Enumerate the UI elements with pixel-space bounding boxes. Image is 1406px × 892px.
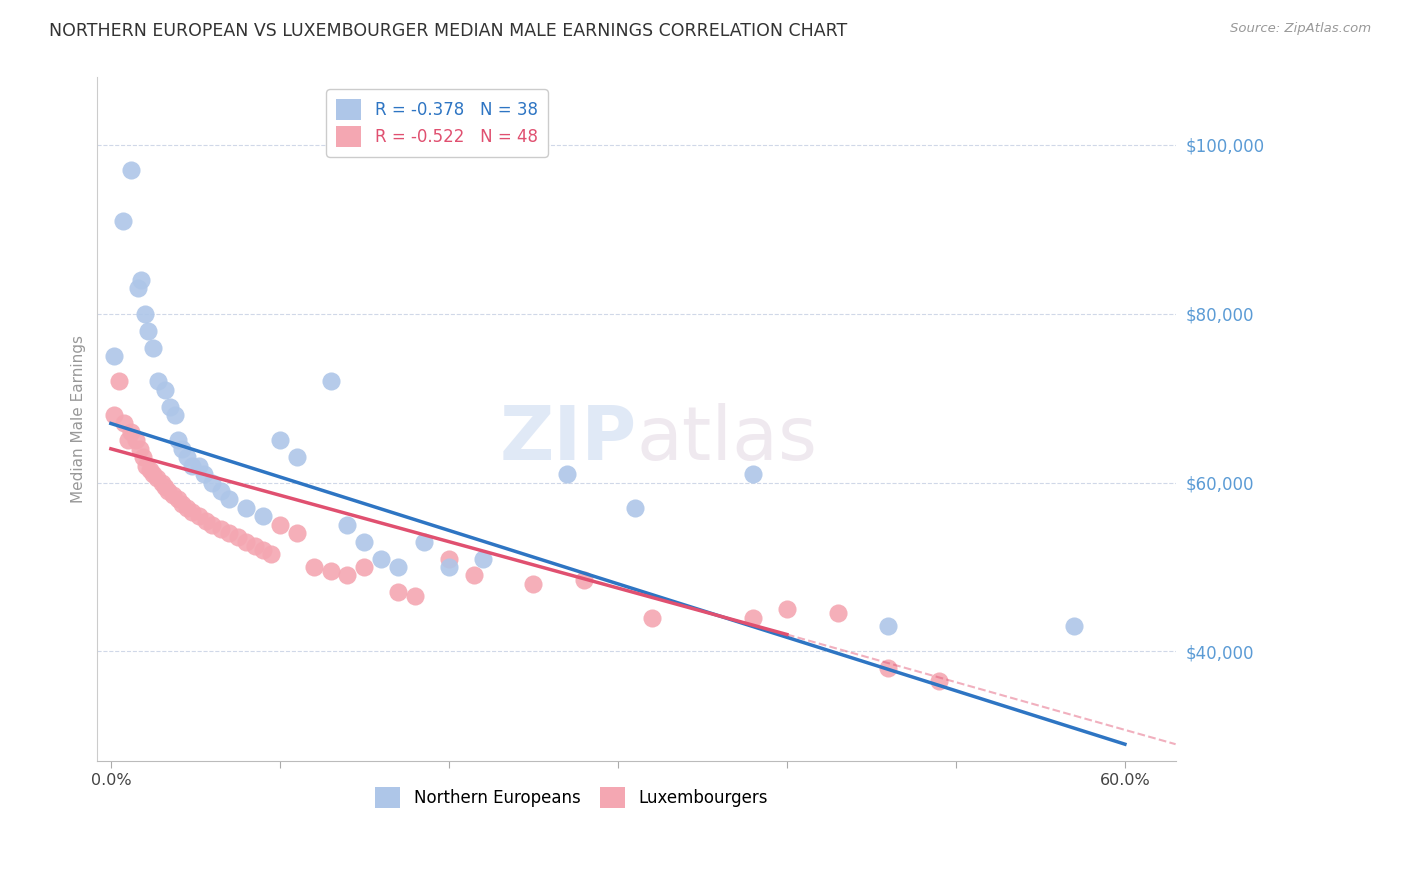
Point [742,610,765,624]
Point [128,442,150,456]
Point [150,475,173,490]
Text: atlas: atlas [637,403,817,476]
Point [111,214,134,228]
Point [103,349,125,363]
Point [136,324,159,338]
Point [260,547,283,561]
Point [302,560,325,574]
Point [129,273,152,287]
Point [181,505,204,519]
Point [226,530,249,544]
Point [142,467,165,482]
Point [176,450,198,465]
Point [827,607,849,621]
Point [776,602,799,616]
Point [159,400,181,414]
Point [170,497,193,511]
Point [319,564,342,578]
Point [153,480,176,494]
Point [437,551,460,566]
Point [235,500,257,515]
Point [170,442,193,456]
Point [209,522,232,536]
Point [201,475,224,490]
Point [412,534,434,549]
Point [139,463,162,477]
Point [145,471,167,485]
Point [165,408,187,422]
Point [353,534,375,549]
Point [555,467,578,482]
Point [201,517,224,532]
Point [463,568,485,582]
Point [269,517,291,532]
Point [370,551,392,566]
Point [167,434,190,448]
Point [167,492,190,507]
Point [319,374,342,388]
Point [336,517,359,532]
Point [120,163,142,178]
Y-axis label: Median Male Earnings: Median Male Earnings [72,335,86,503]
Text: NORTHERN EUROPEAN VS LUXEMBOURGER MEDIAN MALE EARNINGS CORRELATION CHART: NORTHERN EUROPEAN VS LUXEMBOURGER MEDIAN… [49,22,848,40]
Point [187,458,209,473]
Point [336,568,359,582]
Point [285,450,308,465]
Point [877,661,900,675]
Point [218,492,240,507]
Point [269,434,291,448]
Point [471,551,494,566]
Point [353,560,375,574]
Point [209,483,232,498]
Legend: Northern Europeans, Luxembourgers: Northern Europeans, Luxembourgers [368,780,775,814]
Point [387,585,409,599]
Point [252,543,274,558]
Point [218,526,240,541]
Point [127,281,149,295]
Point [285,526,308,541]
Point [134,307,156,321]
Point [742,467,765,482]
Point [153,383,176,397]
Point [148,374,170,388]
Point [142,341,165,355]
Point [235,534,257,549]
Point [132,450,155,465]
Point [135,458,157,473]
Point [437,560,460,574]
Point [112,417,135,431]
Point [387,560,409,574]
Point [522,577,544,591]
Point [117,434,139,448]
Point [194,514,217,528]
Point [157,483,180,498]
Point [162,488,184,502]
Point [181,458,204,473]
Point [252,509,274,524]
Point [125,434,148,448]
Point [641,610,664,624]
Point [120,425,142,439]
Point [572,573,595,587]
Point [928,673,950,688]
Text: ZIP: ZIP [499,403,637,476]
Point [187,509,209,524]
Point [176,500,198,515]
Point [877,619,900,633]
Point [193,467,215,482]
Point [623,500,645,515]
Point [1063,619,1085,633]
Text: Source: ZipAtlas.com: Source: ZipAtlas.com [1230,22,1371,36]
Point [404,590,426,604]
Point [103,408,125,422]
Point [108,374,131,388]
Point [243,539,266,553]
